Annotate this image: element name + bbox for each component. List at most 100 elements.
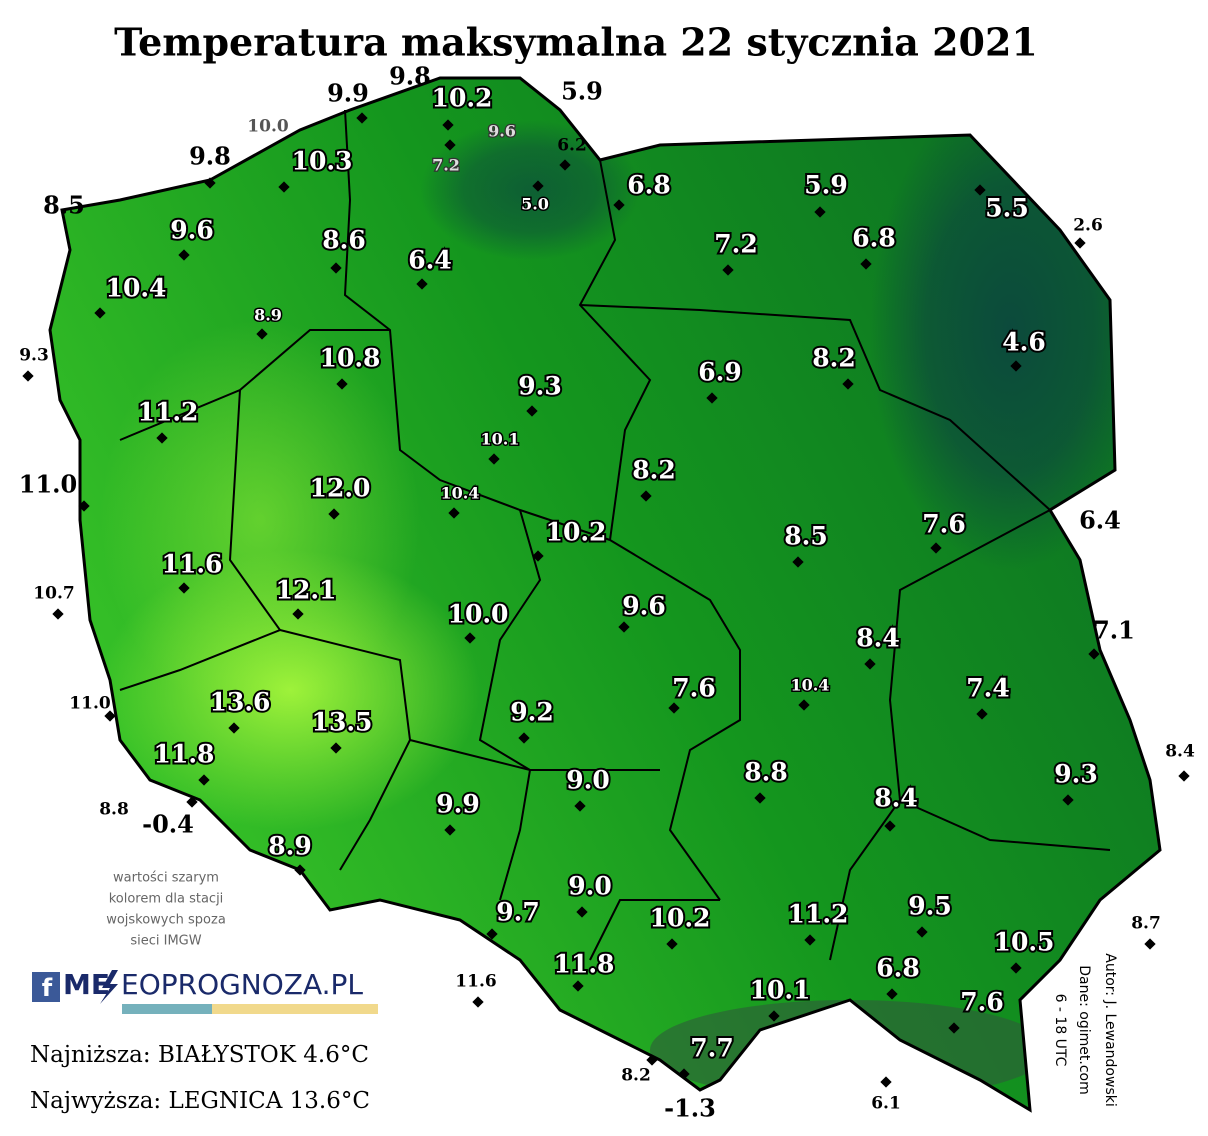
note-line: kolorem dla stacji: [109, 892, 224, 907]
station-dot: [488, 453, 500, 465]
station-value: 11.8: [554, 950, 615, 979]
station-value: 11.0: [69, 694, 111, 714]
station-dot: [294, 864, 306, 876]
station-value: 5.9: [804, 171, 848, 200]
station-value: 4.6: [1002, 328, 1046, 357]
station-value: 6.4: [408, 246, 452, 275]
highest: Najwyższa: LEGNICA 13.6°C: [30, 1088, 370, 1114]
station-dot: [464, 632, 476, 644]
station-dot: [804, 934, 816, 946]
station-value: 10.3: [292, 147, 353, 176]
station-dot: [1074, 237, 1086, 249]
station-dot: [916, 926, 928, 938]
station-dot: [930, 542, 942, 554]
note-line: wojskowych spoza: [106, 913, 226, 928]
station-value: 7.1: [1093, 616, 1135, 645]
station-dot: [444, 824, 456, 836]
station-value: 8.4: [856, 624, 900, 653]
note-line: sieci IMGW: [130, 934, 201, 949]
station-dot: [1010, 360, 1022, 372]
logo-text-b: EOPROGNOZA.PL: [121, 968, 363, 1001]
station-dot: [292, 608, 304, 620]
station-value: 11.0: [19, 470, 77, 499]
station-value: 6.8: [627, 171, 671, 200]
station-dot: [526, 405, 538, 417]
station-dot: [156, 432, 168, 444]
station-value: 8.4: [874, 784, 918, 813]
station-value: 10.1: [750, 976, 811, 1005]
station-value: 5.9: [561, 77, 603, 106]
station-dot: [976, 708, 988, 720]
station-dot: [646, 1054, 658, 1066]
station-value: 8.7: [1131, 914, 1161, 934]
station-dot: [974, 184, 986, 196]
station-value: 7.7: [690, 1034, 734, 1063]
station-value: 6.1: [871, 1094, 901, 1114]
station-dot: [330, 262, 342, 274]
station-value: 6.4: [1079, 506, 1121, 535]
station-value: 9.2: [510, 698, 554, 727]
logo-text-a: ME: [63, 968, 110, 1001]
station-dot: [532, 550, 544, 562]
station-dot: [842, 378, 854, 390]
station-value: 7.2: [714, 230, 758, 259]
stations: 9.99.810.2 5.910.0 9.66.27.29.8 10.35.06.8 5…: [19, 62, 1195, 1123]
station-dot: [668, 702, 680, 714]
logo: f ME EOPROGNOZA.PL: [32, 968, 378, 1014]
station-dot: [1088, 648, 1100, 660]
station-dot: [666, 938, 678, 950]
station-dot: [472, 996, 484, 1008]
station-value: 10.0: [247, 117, 289, 137]
station-dot: [613, 199, 625, 211]
station-dot: [792, 556, 804, 568]
station-dot: [256, 328, 268, 340]
time-range: 6 - 18 UTC: [1052, 994, 1068, 1067]
station-value: 9.3: [19, 346, 49, 366]
station-dot: [1062, 794, 1074, 806]
station-dot: [178, 249, 190, 261]
station-value: 10.4: [106, 274, 167, 303]
station-value: 9.8: [189, 142, 231, 171]
station-value: 9.6: [622, 592, 666, 621]
station-dot: [864, 658, 876, 670]
station-value: 10.5: [994, 928, 1055, 957]
station-value: 8.8: [744, 758, 788, 787]
station-value: 6.9: [698, 358, 742, 387]
station-value: 11.8: [154, 740, 215, 769]
station-dot: [754, 792, 766, 804]
station-dot: [576, 906, 588, 918]
station-value: 11.6: [162, 550, 223, 579]
station-value: 9.8: [389, 62, 431, 91]
note: wartości szarym kolorem dla stacji wojskow…: [106, 871, 226, 949]
station-value: 10.1: [481, 430, 520, 449]
station-value: 12.0: [310, 474, 371, 503]
station-dot: [486, 928, 498, 940]
station-dot: [948, 1022, 960, 1034]
author: Autor: J. Lewandowski: [1102, 953, 1118, 1106]
station-value: 12.1: [276, 576, 337, 605]
station-dot: [798, 699, 810, 711]
station-dot: [814, 206, 826, 218]
station-dot: [328, 508, 340, 520]
station-value: 8.6: [322, 226, 366, 255]
station-value: 8.5: [43, 191, 85, 220]
station-dot: [860, 258, 872, 270]
station-value: 9.5: [908, 892, 952, 921]
station-value: 10.4: [791, 676, 830, 695]
station-value: 9.3: [1054, 760, 1098, 789]
station-dot: [186, 796, 198, 808]
station-dot: [22, 370, 34, 382]
station-value: 9.6: [488, 122, 516, 141]
station-dot: [1144, 938, 1156, 950]
station-value: 6.2: [557, 136, 587, 156]
station-dot: [336, 378, 348, 390]
station-dot: [884, 820, 896, 832]
station-value: 10.2: [432, 84, 493, 113]
note-line: wartości szarym: [113, 871, 219, 886]
station-dot: [444, 139, 456, 151]
station-dot: [532, 180, 544, 192]
station-dot: [204, 177, 216, 189]
station-value: -1.3: [664, 1094, 716, 1123]
svg-text:f: f: [42, 974, 53, 1002]
